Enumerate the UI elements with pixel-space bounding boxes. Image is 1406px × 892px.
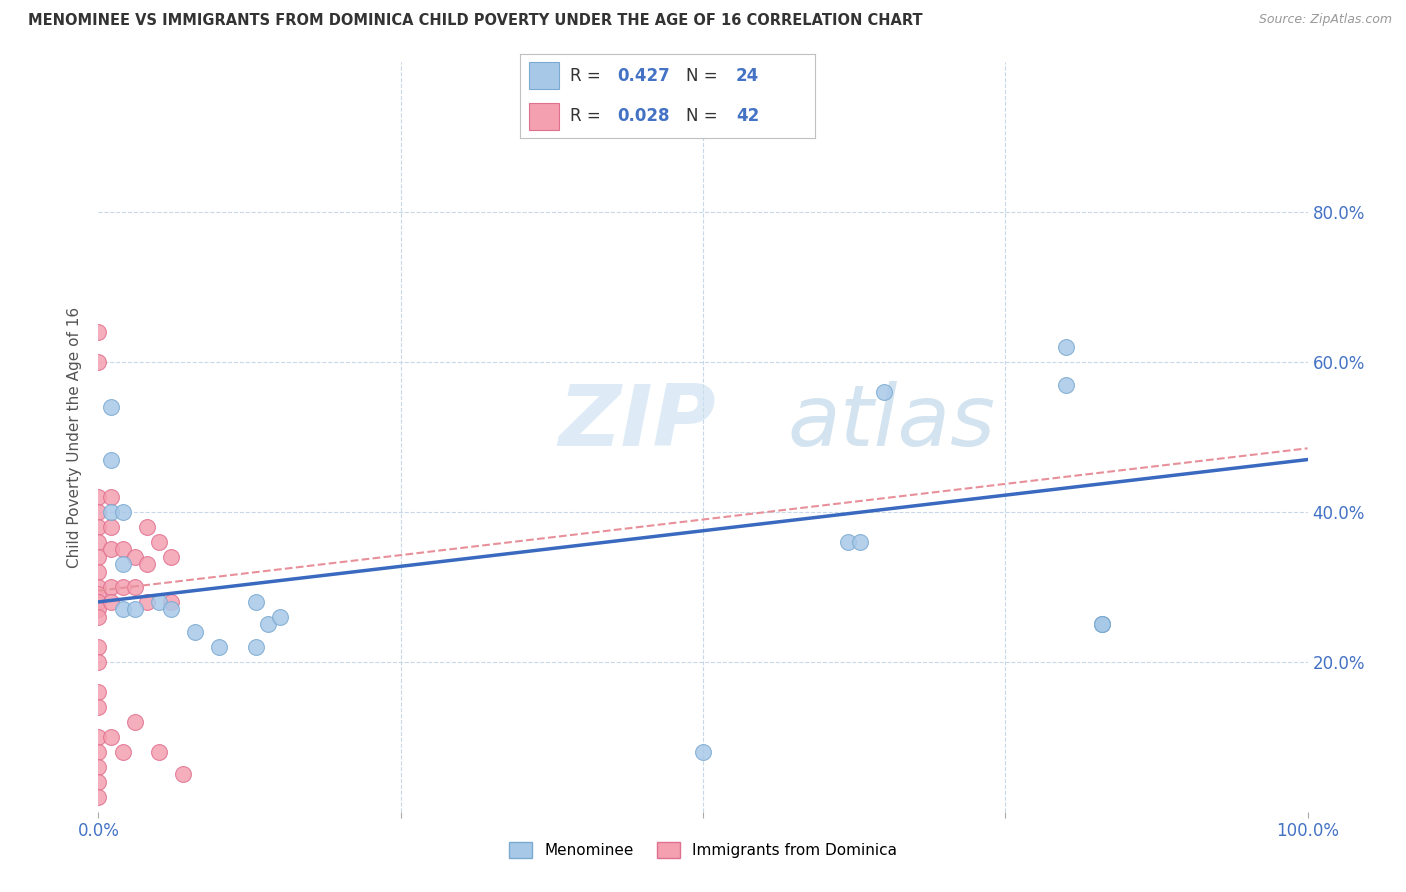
Point xyxy=(1054,377,1077,392)
Point xyxy=(87,565,110,579)
Point xyxy=(87,745,110,759)
Point xyxy=(148,595,170,609)
Point xyxy=(160,602,183,616)
Point xyxy=(692,745,714,759)
Point xyxy=(100,595,122,609)
Point xyxy=(100,520,122,534)
Text: 42: 42 xyxy=(735,107,759,125)
Point xyxy=(135,595,157,609)
Point xyxy=(100,542,122,557)
Text: R =: R = xyxy=(571,67,606,85)
Bar xyxy=(529,62,558,89)
Point xyxy=(87,355,110,369)
Point xyxy=(87,730,110,744)
Point xyxy=(160,595,183,609)
Text: ZIP: ZIP xyxy=(558,381,716,464)
Point xyxy=(1091,617,1114,632)
Point xyxy=(269,610,291,624)
Point xyxy=(111,602,134,616)
Point xyxy=(87,505,110,519)
Y-axis label: Child Poverty Under the Age of 16: Child Poverty Under the Age of 16 xyxy=(67,307,83,567)
Point xyxy=(111,558,134,572)
Point xyxy=(256,617,278,632)
Point xyxy=(87,595,110,609)
Point xyxy=(87,655,110,669)
Point xyxy=(873,385,896,400)
Point xyxy=(172,767,194,781)
Text: R =: R = xyxy=(571,107,606,125)
Point xyxy=(87,610,110,624)
Text: 24: 24 xyxy=(735,67,759,85)
Point xyxy=(87,699,110,714)
Point xyxy=(135,558,157,572)
Point xyxy=(160,549,183,564)
Point xyxy=(100,490,122,504)
Point xyxy=(111,542,134,557)
Text: Source: ZipAtlas.com: Source: ZipAtlas.com xyxy=(1258,13,1392,27)
Point xyxy=(87,587,110,601)
Point xyxy=(87,789,110,804)
Point xyxy=(148,535,170,549)
Point xyxy=(184,624,207,639)
Bar xyxy=(529,103,558,130)
Point xyxy=(87,325,110,339)
Point xyxy=(100,505,122,519)
Point xyxy=(1091,617,1114,632)
Point xyxy=(849,535,872,549)
Point xyxy=(87,774,110,789)
Point xyxy=(87,549,110,564)
Legend: Menominee, Immigrants from Dominica: Menominee, Immigrants from Dominica xyxy=(503,836,903,864)
Point xyxy=(135,520,157,534)
Point xyxy=(87,760,110,774)
Point xyxy=(124,580,146,594)
Point xyxy=(124,549,146,564)
Point xyxy=(245,595,267,609)
Text: N =: N = xyxy=(686,107,723,125)
Point xyxy=(87,535,110,549)
Point xyxy=(87,640,110,654)
Point xyxy=(111,505,134,519)
Point xyxy=(208,640,231,654)
Point xyxy=(837,535,859,549)
Point xyxy=(87,490,110,504)
Point xyxy=(87,580,110,594)
Point xyxy=(111,745,134,759)
Point xyxy=(124,602,146,616)
Point xyxy=(100,580,122,594)
Point xyxy=(87,520,110,534)
Point xyxy=(87,602,110,616)
Point xyxy=(245,640,267,654)
Point xyxy=(1091,617,1114,632)
Point xyxy=(124,714,146,729)
Point xyxy=(100,400,122,414)
Text: atlas: atlas xyxy=(787,381,995,464)
Point xyxy=(111,580,134,594)
Text: 0.427: 0.427 xyxy=(617,67,671,85)
Point xyxy=(87,685,110,699)
Point xyxy=(100,452,122,467)
Text: 0.028: 0.028 xyxy=(617,107,671,125)
Point xyxy=(100,730,122,744)
Point xyxy=(1054,340,1077,354)
Text: N =: N = xyxy=(686,67,723,85)
Point xyxy=(148,745,170,759)
Text: MENOMINEE VS IMMIGRANTS FROM DOMINICA CHILD POVERTY UNDER THE AGE OF 16 CORRELAT: MENOMINEE VS IMMIGRANTS FROM DOMINICA CH… xyxy=(28,13,922,29)
